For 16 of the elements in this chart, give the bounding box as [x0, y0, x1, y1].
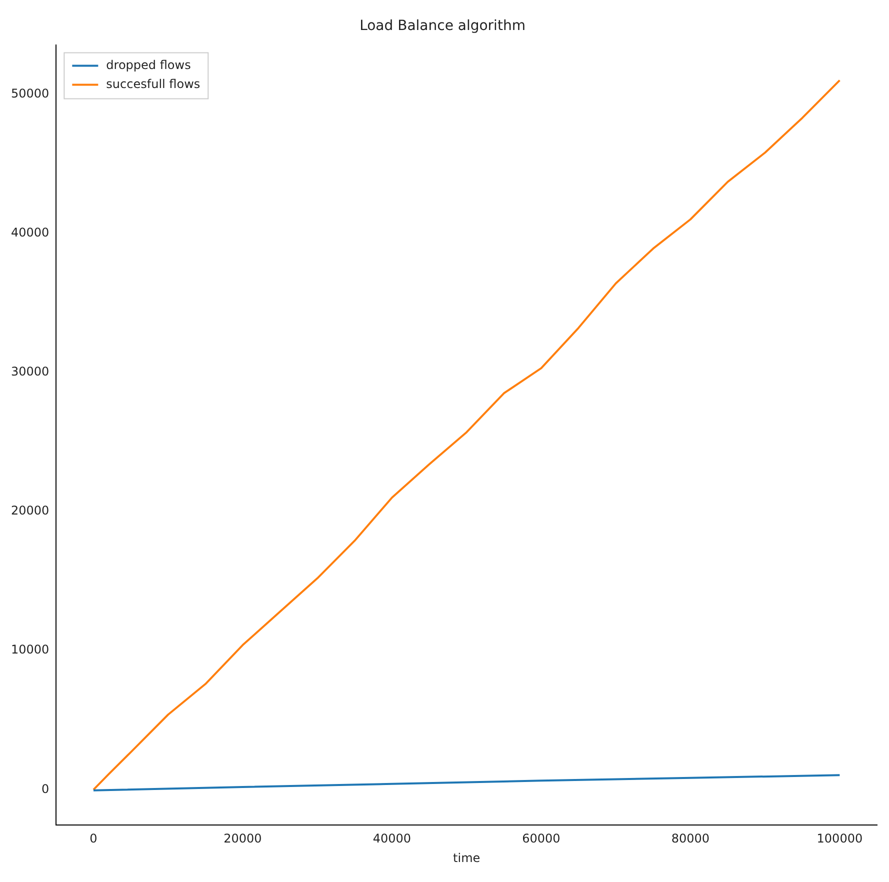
x-tick-label: 80000 — [671, 832, 710, 846]
y-tick-label: 50000 — [10, 86, 50, 100]
legend-label: succesfull flows — [106, 76, 200, 91]
y-tick-label: 30000 — [10, 364, 50, 379]
x-tick-label: 100000 — [816, 832, 863, 846]
y-tick-label: 10000 — [10, 642, 50, 657]
x-axis-title: time — [453, 850, 480, 865]
chart-title: Load Balance algorithm — [360, 18, 526, 34]
y-tick-label: 20000 — [10, 504, 50, 518]
x-tick-label: 60000 — [522, 832, 560, 846]
legend-label: dropped flows — [106, 58, 191, 72]
x-tick-label: 40000 — [372, 832, 412, 846]
y-tick-label: 0 — [42, 782, 50, 796]
x-tick-label: 0 — [90, 832, 98, 846]
x-tick-label: 20000 — [224, 832, 262, 846]
y-tick-label: 40000 — [10, 225, 50, 240]
